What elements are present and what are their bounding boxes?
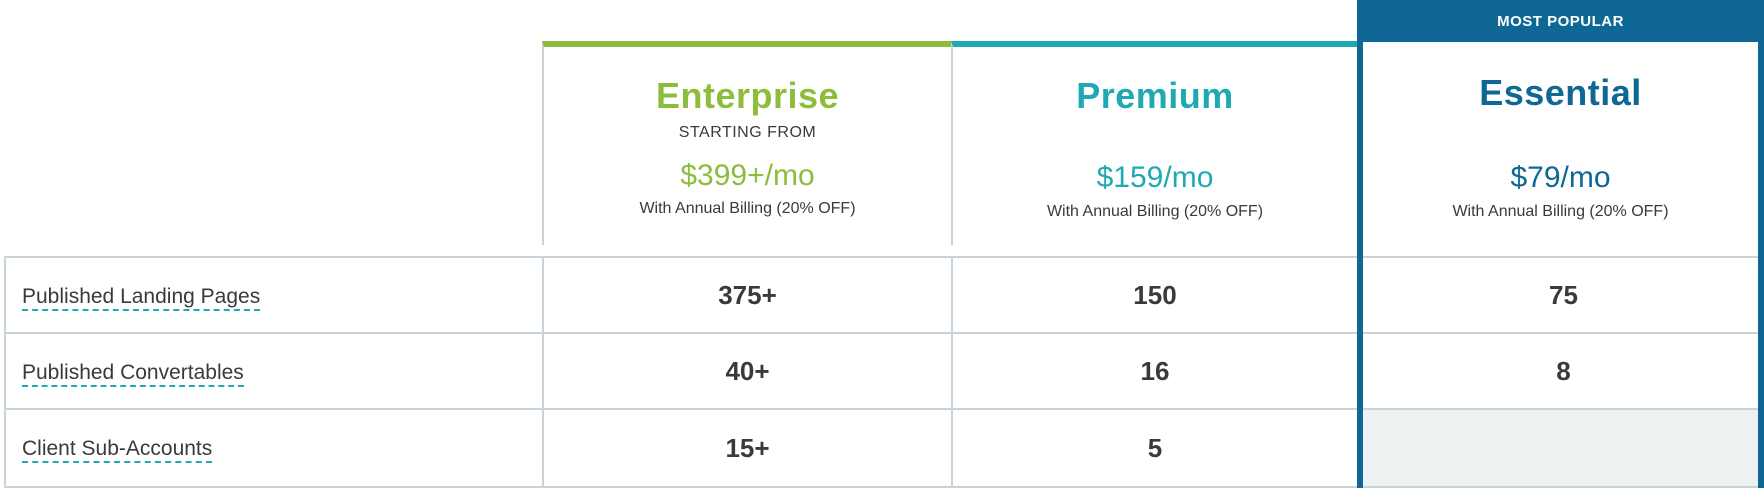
value-premium: 16 bbox=[951, 334, 1357, 408]
feature-label-sub-accounts[interactable]: Client Sub-Accounts bbox=[22, 438, 213, 463]
plan-price-premium: $159/mo bbox=[1096, 161, 1214, 194]
essential-border-right bbox=[1758, 0, 1764, 488]
row-border bbox=[4, 334, 6, 408]
plan-billing-premium: With Annual Billing (20% OFF) bbox=[1046, 203, 1264, 220]
value-enterprise: 15+ bbox=[542, 410, 951, 486]
table-row: Client Sub-Accounts 15+ 5 bbox=[4, 408, 1764, 488]
plan-billing-enterprise: With Annual Billing (20% OFF) bbox=[639, 200, 856, 217]
most-popular-badge: MOST POPULAR bbox=[1357, 0, 1764, 42]
value-premium: 5 bbox=[951, 410, 1357, 486]
value-essential-empty bbox=[1363, 410, 1764, 486]
plan-name-enterprise: Enterprise bbox=[655, 75, 840, 116]
starting-from-label: STARTING FROM bbox=[678, 124, 817, 141]
feature-label-convertables[interactable]: Published Convertables bbox=[22, 362, 244, 387]
plan-billing-essential: With Annual Billing (20% OFF) bbox=[1452, 203, 1669, 220]
essential-border-left bbox=[1357, 0, 1363, 488]
row-border bbox=[4, 258, 6, 332]
plan-column-premium: Premium $159/mo With Annual Billing (20%… bbox=[951, 41, 1357, 245]
value-premium: 150 bbox=[951, 258, 1357, 332]
plan-name-essential: Essential bbox=[1479, 72, 1642, 113]
table-row: Published Landing Pages 375+ 150 75 bbox=[4, 256, 1764, 332]
value-enterprise: 40+ bbox=[542, 334, 951, 408]
feature-label-landing-pages[interactable]: Published Landing Pages bbox=[22, 286, 261, 311]
row-border bbox=[4, 410, 6, 486]
value-essential: 75 bbox=[1549, 279, 1578, 310]
plan-name-premium: Premium bbox=[1076, 75, 1234, 116]
plan-price-essential: $79/mo bbox=[1510, 161, 1611, 194]
plan-price-enterprise: $399+/mo bbox=[680, 159, 815, 192]
plan-column-enterprise: Enterprise STARTING FROM $399+/mo With A… bbox=[542, 41, 951, 245]
value-enterprise: 375+ bbox=[542, 258, 951, 332]
table-row: Published Convertables 40+ 16 8 bbox=[4, 332, 1764, 408]
value-essential: 8 bbox=[1556, 355, 1571, 386]
